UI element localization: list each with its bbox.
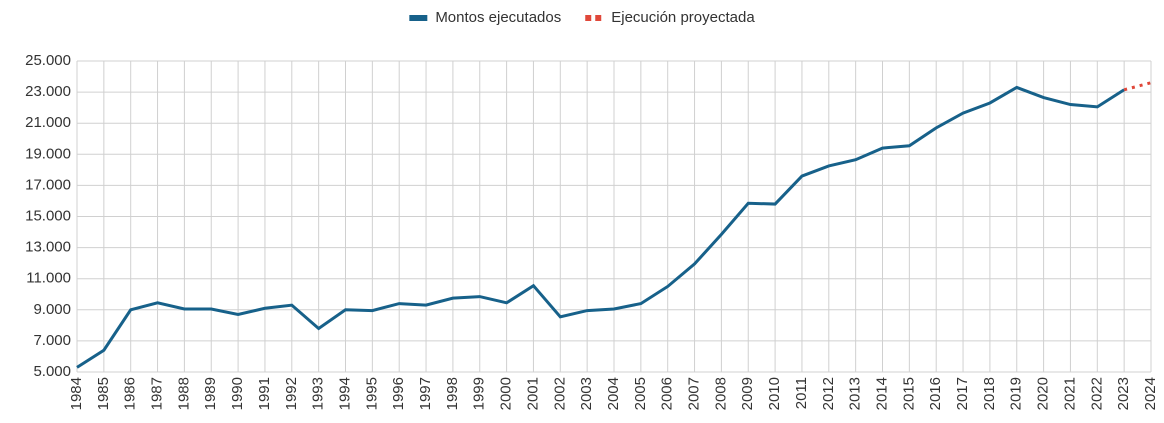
y-tick-label: 7.000 [33, 332, 71, 349]
x-tick-label: 2018 [981, 377, 998, 410]
y-tick-label: 23.000 [25, 83, 71, 100]
x-tick-label: 2013 [847, 377, 864, 410]
x-tick-label: 2000 [498, 377, 515, 410]
x-tick-label: 2024 [1142, 377, 1159, 410]
x-tick-label: 2005 [632, 377, 649, 410]
x-tick-label: 1986 [122, 377, 139, 410]
x-tick-label: 1988 [175, 377, 192, 410]
y-tick-label: 15.000 [25, 207, 71, 224]
y-tick-label: 13.000 [25, 239, 71, 256]
y-tick-label: 9.000 [33, 301, 71, 318]
x-tick-label: 2010 [766, 377, 783, 410]
x-tick-label: 2001 [524, 377, 541, 410]
x-tick-label: 1996 [390, 377, 407, 410]
x-tick-label: 2019 [1008, 377, 1025, 410]
x-tick-label: 1987 [149, 377, 166, 410]
legend-swatch [409, 15, 428, 21]
x-tick-label: 2012 [820, 377, 837, 410]
x-tick-label: 1985 [95, 377, 112, 410]
x-tick-label: 2008 [712, 377, 729, 410]
x-tick-label: 2002 [551, 377, 568, 410]
series-line [1123, 81, 1152, 92]
x-tick-label: 1995 [363, 377, 380, 410]
legend-label: Montos ejecutados [435, 9, 561, 26]
x-tick-label: 2015 [900, 377, 917, 410]
x-tick-label: 2006 [659, 377, 676, 410]
series-line [76, 85, 1125, 369]
y-tick-label: 5.000 [33, 363, 71, 380]
x-tick-label: 1991 [256, 377, 273, 410]
x-tick-label: 1992 [283, 377, 300, 410]
x-tick-label: 2003 [578, 377, 595, 410]
y-tick-label: 25.000 [25, 52, 71, 69]
x-tick-label: 2022 [1088, 377, 1105, 410]
x-tick-label: 1999 [471, 377, 488, 410]
legend-label: Ejecución proyectada [611, 9, 755, 26]
x-tick-label: 1989 [202, 377, 219, 410]
x-tick-label: 2004 [605, 377, 622, 410]
x-tick-label: 1994 [336, 377, 353, 410]
y-tick-label: 19.000 [25, 145, 71, 162]
x-tick-label: 2017 [954, 377, 971, 410]
y-tick-label: 11.000 [26, 270, 71, 287]
y-tick-label: 21.000 [25, 114, 71, 131]
x-tick-label: 2014 [873, 377, 890, 410]
x-tick-label: 2020 [1035, 377, 1052, 410]
x-tick-label: 1990 [229, 377, 246, 410]
x-tick-label: 2009 [739, 377, 756, 410]
x-tick-label: 2021 [1061, 377, 1078, 410]
x-tick-label: 2023 [1115, 377, 1132, 410]
y-tick-label: 17.000 [25, 176, 71, 193]
x-tick-label: 1993 [310, 377, 327, 410]
x-tick-label: 1997 [417, 377, 434, 410]
x-tick-label: 2011 [793, 377, 810, 409]
x-tick-label: 2016 [927, 377, 944, 410]
x-tick-label: 1998 [444, 377, 461, 410]
x-tick-label: 2007 [686, 377, 703, 410]
x-tick-label: 1984 [68, 377, 85, 410]
